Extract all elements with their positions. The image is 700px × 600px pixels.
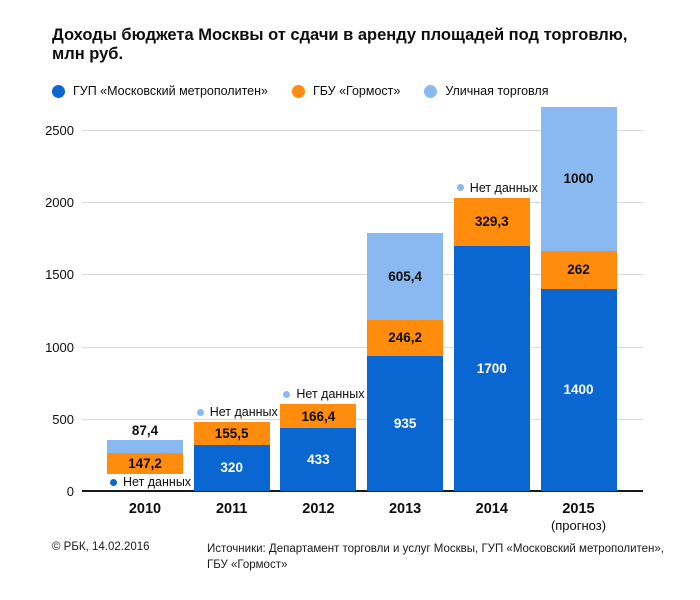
y-tick-label: 2500: [45, 123, 74, 138]
bar-value-label: 155,5: [214, 425, 249, 441]
bar-value-label: 1000: [563, 171, 594, 187]
bar-segment: 147,2: [107, 452, 183, 474]
bar-value-label: 147,2: [128, 455, 162, 471]
gridline: [82, 418, 643, 420]
x-axis-sublabel: (прогноз): [550, 518, 607, 533]
legend-label: ГУП «Московский метрополитен»: [73, 84, 268, 98]
bar-value-label: 262: [567, 262, 590, 278]
bar-value-label: 87,4: [131, 423, 159, 439]
bar-segment: 155,5: [193, 422, 270, 445]
no-data-label: Нет данных: [123, 475, 192, 489]
legend-label: Уличная торговля: [445, 84, 549, 98]
chart-title-line2: млн руб.: [52, 45, 124, 63]
chart-title-line1: Доходы бюджета Москвы от сдачи в аренду …: [52, 26, 628, 44]
bar-value-label: 1700: [476, 360, 507, 376]
no-data-dot-icon: [456, 184, 464, 192]
copyright-note: © РБК, 14.02.2016: [52, 541, 150, 553]
bar-segment: 166,4: [280, 404, 357, 429]
legend-label: ГБУ «Гормост»: [312, 84, 401, 98]
gridline: [82, 274, 643, 276]
legend-dot-icon: [424, 84, 438, 98]
bar-segment: 246,2: [367, 320, 444, 356]
legend-item: ГБУ «Гормост»: [291, 84, 401, 98]
bar-value-label: 605,4: [388, 268, 422, 284]
no-data-label: Нет данных: [469, 180, 538, 195]
bar-segment: 1000: [540, 106, 617, 251]
x-axis-label: 2010: [128, 501, 162, 517]
x-axis-label: 2013: [388, 501, 422, 517]
x-axis-label: 2012: [302, 501, 335, 517]
bar-value-label: 433: [307, 451, 330, 467]
bar-segment: 935: [367, 355, 444, 491]
bar-segment: 433: [280, 428, 357, 491]
chart-title: Доходы бюджета Москвы от сдачи в аренду …: [52, 26, 627, 64]
legend-item: Уличная торговля: [424, 84, 548, 98]
no-data-label: Нет данных: [209, 405, 278, 420]
sources-note: Источники: Департамент торговли и услуг …: [207, 541, 664, 573]
gridline: [82, 346, 643, 348]
bar-segment: 262: [540, 251, 617, 289]
bar-segment: [107, 440, 183, 453]
bar-value-label: 246,2: [388, 330, 422, 346]
no-data-annotation: Нет данных: [456, 180, 538, 195]
sources-line1: Источники: Департамент торговли и услуг …: [207, 543, 665, 555]
sources-line2: ГБУ «Гормост»: [207, 559, 288, 571]
y-tick-label: 0: [66, 484, 74, 499]
no-data-dot-icon: [283, 390, 291, 398]
legend-dot-icon: [52, 84, 65, 98]
bar-segment: 320: [193, 444, 270, 491]
bar-value-label: 329,3: [474, 213, 509, 229]
bar-value-label: 935: [393, 415, 417, 431]
bar-value-label: 166,4: [301, 408, 336, 424]
x-axis-label: 2014: [475, 501, 508, 517]
no-data-annotation: Нет данных: [110, 475, 191, 489]
no-data-dot-icon: [196, 408, 204, 416]
gridline: [82, 202, 643, 204]
x-axis-line: [82, 490, 643, 492]
gridline: [82, 130, 643, 131]
y-tick-label: 1000: [45, 339, 74, 355]
bar-value-label: 320: [220, 460, 243, 476]
bar-segment: 329,3: [453, 197, 530, 246]
legend-dot-icon: [291, 84, 305, 98]
y-tick-label: 1500: [45, 267, 74, 283]
x-axis-label: 2015: [562, 501, 595, 517]
no-data-dot-icon: [110, 478, 117, 486]
no-data-label: Нет данных: [296, 387, 365, 402]
no-data-annotation: Нет данных: [283, 387, 364, 401]
bar-value-label: 1400: [563, 382, 594, 398]
legend: ГУП «Московский метрополитен» ГБУ «Гормос…: [52, 84, 548, 98]
bar-segment: 1700: [453, 245, 530, 491]
legend-item: ГУП «Московский метрополитен»: [52, 84, 268, 98]
bar-segment: 605,4: [367, 233, 444, 321]
y-tick-label: 500: [52, 411, 74, 427]
no-data-annotation: Нет данных: [196, 405, 278, 420]
y-tick-label: 2000: [45, 195, 74, 211]
x-axis-label: 2011: [215, 501, 248, 517]
bar-segment: 1400: [540, 288, 617, 491]
